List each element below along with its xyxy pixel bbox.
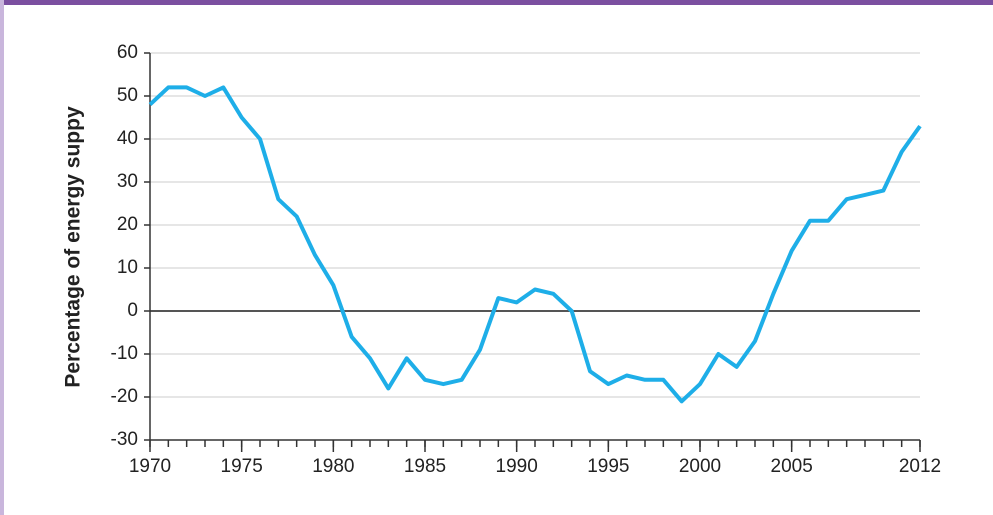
x-tick-label: 1985 (404, 456, 446, 477)
x-tick-label: 2005 (771, 456, 813, 477)
y-tick-label: 0 (127, 300, 138, 321)
x-tick-label: 1995 (587, 456, 629, 477)
y-tick-label: 10 (117, 257, 138, 278)
x-tick-label: 1970 (129, 456, 171, 477)
x-tick-label: 2000 (679, 456, 721, 477)
y-tick-label: -10 (111, 343, 138, 364)
y-tick-label: -20 (111, 386, 138, 407)
y-tick-label: 20 (117, 214, 138, 235)
y-tick-label: 30 (117, 171, 138, 192)
x-tick-label: 1975 (221, 456, 263, 477)
y-tick-label: 40 (117, 128, 138, 149)
y-axis-label: Percentage of energy suppy (62, 106, 85, 388)
y-tick-label: -30 (111, 429, 138, 450)
y-tick-label: 60 (117, 42, 138, 63)
y-tick-label: 50 (117, 85, 138, 106)
top-border (0, 0, 993, 5)
x-tick-label: 2012 (899, 456, 941, 477)
data-line (148, 85, 922, 404)
left-border (0, 0, 4, 515)
x-tick-label: 1980 (312, 456, 354, 477)
x-tick-label: 1990 (496, 456, 538, 477)
